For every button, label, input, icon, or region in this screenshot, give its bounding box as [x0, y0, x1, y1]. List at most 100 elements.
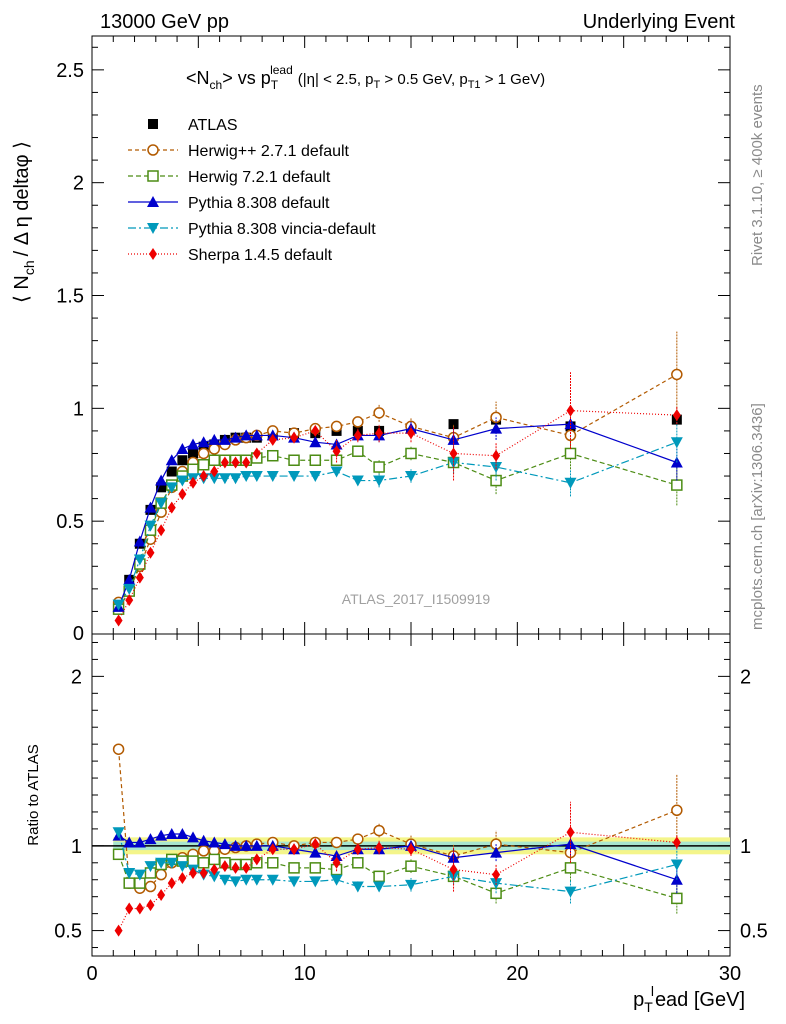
- ratio-point: [208, 853, 221, 866]
- data-point: [133, 535, 146, 547]
- analysis-watermark: ATLAS_2017_I1509919: [342, 591, 491, 607]
- ratio-point: [208, 836, 221, 848]
- ratio-point: [144, 833, 157, 845]
- data-point: [165, 454, 178, 466]
- data-point: [405, 447, 417, 460]
- ratio-y-tick-label: 0.5: [54, 921, 82, 943]
- ratio-point: [197, 834, 210, 846]
- data-point: [309, 471, 322, 483]
- mcplots-label: mcplots.cern.ch [arXiv:1306.3436]: [749, 403, 766, 630]
- data-point: [177, 455, 188, 466]
- ratio-point: [447, 871, 460, 883]
- data-point: [240, 429, 253, 441]
- ratio-point: [288, 862, 300, 874]
- ratio-point: [332, 856, 341, 869]
- ratio-point: [309, 876, 322, 888]
- data-point: [197, 436, 210, 448]
- ratio-point: [165, 857, 178, 869]
- data-point: [373, 475, 386, 487]
- data-point: [309, 436, 322, 448]
- data-point: [290, 431, 299, 444]
- main-axis-ticks: 0.5 1 1.5 2 2.5 0: [56, 36, 730, 645]
- rivet-label: Rivet 3.1.10, ≥ 400k events: [749, 84, 766, 266]
- data-point: [267, 449, 279, 462]
- ratio-series-group: [112, 743, 683, 937]
- ratio-point: [290, 843, 299, 856]
- series-atlas: [113, 414, 682, 612]
- data-point: [197, 459, 210, 471]
- y-tick-label: 2.5: [56, 60, 84, 82]
- ratio-series-herwig-7-2-1-default: [112, 848, 683, 914]
- data-point: [405, 471, 417, 483]
- ratio-point: [144, 861, 157, 873]
- data-point: [250, 471, 263, 483]
- ratio-point: [146, 899, 155, 912]
- ratio-point: [210, 863, 219, 876]
- data-point: [166, 466, 177, 477]
- ratio-point: [155, 857, 168, 869]
- ratio-point: [123, 836, 136, 848]
- data-point: [208, 443, 221, 455]
- x-tick-label: 0: [86, 963, 97, 985]
- data-point: [157, 524, 166, 537]
- ratio-point: [351, 881, 364, 893]
- data-point: [133, 554, 146, 566]
- data-point: [447, 457, 460, 469]
- ratio-point: [266, 874, 279, 886]
- legend-label: Herwig++ 2.7.1 default: [188, 143, 350, 160]
- data-point: [252, 447, 261, 460]
- data-point: [146, 546, 155, 559]
- ratio-point: [564, 862, 577, 874]
- ratio-point: [125, 902, 134, 915]
- ratio-point: [250, 839, 263, 851]
- ratio-point: [176, 827, 189, 839]
- data-point: [351, 475, 364, 487]
- ratio-point: [242, 861, 251, 874]
- legend-label: Pythia 8.308 vincia-default: [188, 221, 376, 238]
- ratio-point: [231, 861, 240, 874]
- ratio-point: [199, 866, 208, 879]
- data-point: [114, 614, 123, 627]
- ratio-point: [135, 902, 144, 915]
- legend-item-pythia-8-308-default: Pythia 8.308 default: [128, 195, 330, 212]
- data-point: [208, 473, 221, 485]
- ratio-point: [492, 868, 501, 881]
- ratio-axis-ticks: 0.5 0.51 12 20 10 20 30: [54, 634, 768, 985]
- ratio-point: [240, 874, 253, 886]
- ratio-panel: 0.5 0.51 12 20 10 20 30 Ratio to ATLAS pTlead …: [25, 633, 768, 1015]
- ratio-point: [123, 867, 136, 879]
- series-sherpa-1-4-5-default: [114, 372, 681, 627]
- ratio-point: [490, 846, 503, 858]
- series-pythia-8-308-default: [112, 408, 683, 612]
- ratio-point: [176, 861, 189, 873]
- data-point: [155, 474, 168, 486]
- data-point: [330, 466, 343, 478]
- data-point: [187, 438, 200, 450]
- ratio-point: [112, 827, 125, 839]
- legend-marker: [147, 223, 159, 234]
- ratio-point: [407, 843, 415, 856]
- y-tick-label: 0.5: [56, 511, 84, 533]
- x-tick-label: 10: [294, 963, 316, 985]
- data-point: [266, 471, 279, 483]
- header-left: 13000 GeV pp: [100, 11, 229, 33]
- data-point: [672, 409, 681, 422]
- data-point: [449, 447, 458, 460]
- data-point: [156, 482, 167, 493]
- legend-marker: [147, 170, 159, 182]
- ratio-point: [267, 857, 279, 869]
- data-point: [353, 429, 362, 442]
- data-point: [373, 461, 385, 473]
- legend-marker: [147, 196, 159, 207]
- ratio-point: [373, 870, 385, 883]
- data-point: [492, 449, 501, 462]
- ratio-point: [671, 892, 683, 905]
- data-point: [447, 433, 460, 445]
- legend-item-herwig-2-7-1-default: Herwig++ 2.7.1 default: [128, 143, 350, 160]
- series-line: [118, 373, 678, 603]
- ratio-point: [133, 836, 146, 848]
- data-point: [242, 456, 251, 469]
- legend-item-sherpa-1-4-5-default: Sherpa 1.4.5 default: [128, 247, 333, 264]
- data-point: [218, 433, 231, 445]
- data-point: [125, 594, 134, 607]
